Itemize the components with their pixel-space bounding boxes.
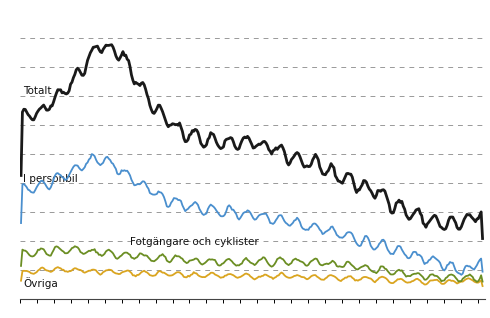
Text: Övriga: Övriga xyxy=(23,277,58,289)
Text: Totalt: Totalt xyxy=(23,86,51,96)
Text: I personbil: I personbil xyxy=(23,174,78,184)
Text: Fotgängare och cyklister: Fotgängare och cyklister xyxy=(130,238,259,247)
